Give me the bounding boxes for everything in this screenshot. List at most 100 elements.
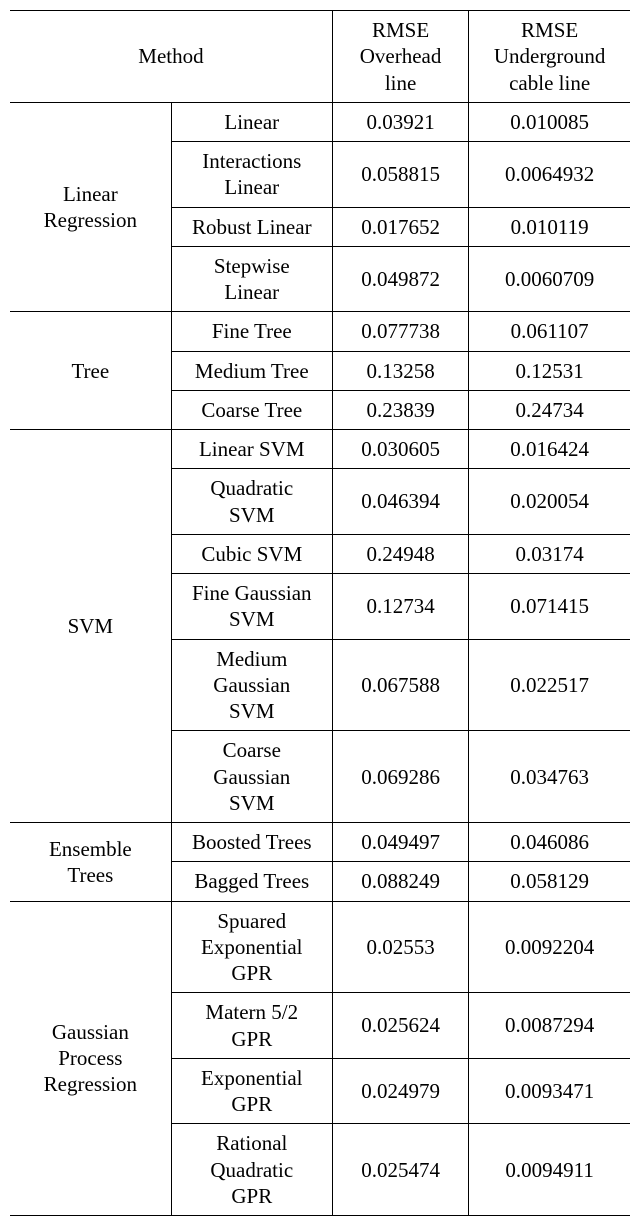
text: GPR	[231, 1184, 272, 1208]
rmse-underground: 0.010119	[469, 207, 630, 246]
text: Underground	[494, 44, 606, 68]
rmse-overhead: 0.069286	[332, 731, 468, 823]
rmse-underground: 0.010085	[469, 102, 630, 141]
method-name: Bagged Trees	[171, 862, 332, 901]
method-name: Boosted Trees	[171, 823, 332, 862]
text: line	[385, 71, 417, 95]
rmse-overhead: 0.24948	[332, 534, 468, 573]
text: Medium	[216, 647, 287, 671]
rmse-overhead: 0.058815	[332, 142, 468, 208]
group-linear-regression: LinearRegression	[10, 102, 171, 312]
rmse-overhead: 0.03921	[332, 102, 468, 141]
text: Stepwise	[214, 254, 290, 278]
text: GPR	[231, 1092, 272, 1116]
rmse-overhead: 0.030605	[332, 430, 468, 469]
rmse-overhead: 0.017652	[332, 207, 468, 246]
text: GPR	[231, 961, 272, 985]
group-ensemble: EnsembleTrees	[10, 823, 171, 902]
text: Linear	[224, 280, 279, 304]
group-tree: Tree	[10, 312, 171, 430]
rmse-underground: 0.0094911	[469, 1124, 630, 1216]
header-method: Method	[10, 11, 332, 103]
regression-results-table: Method RMSE Overhead line RMSE Undergrou…	[10, 10, 630, 1216]
method-name: Robust Linear	[171, 207, 332, 246]
text: SVM	[229, 607, 275, 631]
rmse-underground: 0.071415	[469, 574, 630, 640]
rmse-underground: 0.034763	[469, 731, 630, 823]
rmse-overhead: 0.025624	[332, 993, 468, 1059]
text: Rational	[216, 1131, 287, 1155]
rmse-overhead: 0.049497	[332, 823, 468, 862]
rmse-overhead: 0.049872	[332, 246, 468, 312]
method-name: Spuared Exponential GPR	[171, 901, 332, 993]
table-row: SVM Linear SVM 0.030605 0.016424	[10, 430, 630, 469]
text: Spuared	[217, 909, 286, 933]
text: SVM	[229, 503, 275, 527]
rmse-overhead: 0.13258	[332, 351, 468, 390]
method-name: Matern 5/2 GPR	[171, 993, 332, 1059]
rmse-underground: 0.0060709	[469, 246, 630, 312]
rmse-overhead: 0.046394	[332, 469, 468, 535]
rmse-overhead: 0.024979	[332, 1058, 468, 1124]
method-name: Interactions Linear	[171, 142, 332, 208]
text: RMSE	[372, 18, 429, 42]
table-row: EnsembleTrees Boosted Trees 0.049497 0.0…	[10, 823, 630, 862]
rmse-overhead: 0.077738	[332, 312, 468, 351]
text: Exponential	[201, 935, 302, 959]
text: Matern 5/2	[205, 1000, 298, 1024]
text: RMSE	[521, 18, 578, 42]
table-row: Tree Fine Tree 0.077738 0.061107	[10, 312, 630, 351]
rmse-underground: 0.0087294	[469, 993, 630, 1059]
rmse-underground: 0.058129	[469, 862, 630, 901]
method-name: Linear SVM	[171, 430, 332, 469]
text: Gaussian	[213, 765, 290, 789]
rmse-underground: 0.020054	[469, 469, 630, 535]
rmse-underground: 0.24734	[469, 390, 630, 429]
table-row: LinearRegression Linear 0.03921 0.010085	[10, 102, 630, 141]
text: Linear	[224, 175, 279, 199]
rmse-overhead: 0.12734	[332, 574, 468, 640]
method-name: Fine Tree	[171, 312, 332, 351]
rmse-underground: 0.046086	[469, 823, 630, 862]
rmse-overhead: 0.025474	[332, 1124, 468, 1216]
method-name: Coarse Gaussian SVM	[171, 731, 332, 823]
method-name: Quadratic SVM	[171, 469, 332, 535]
text: SVM	[229, 791, 275, 815]
header-underground: RMSE Underground cable line	[469, 11, 630, 103]
rmse-underground: 0.016424	[469, 430, 630, 469]
text: Coarse	[223, 738, 281, 762]
rmse-underground: 0.0064932	[469, 142, 630, 208]
method-name: Medium Gaussian SVM	[171, 639, 332, 731]
rmse-underground: 0.022517	[469, 639, 630, 731]
method-name: Medium Tree	[171, 351, 332, 390]
text: Exponential	[201, 1066, 302, 1090]
text: Quadratic	[210, 476, 293, 500]
header-row: Method RMSE Overhead line RMSE Undergrou…	[10, 11, 630, 103]
table-row: GaussianProcessRegression Spuared Expone…	[10, 901, 630, 993]
text: cable line	[509, 71, 590, 95]
method-name: Exponential GPR	[171, 1058, 332, 1124]
rmse-underground: 0.0093471	[469, 1058, 630, 1124]
group-gpr: GaussianProcessRegression	[10, 901, 171, 1216]
rmse-overhead: 0.067588	[332, 639, 468, 731]
text: Interactions	[202, 149, 301, 173]
text: GPR	[231, 1027, 272, 1051]
rmse-overhead: 0.02553	[332, 901, 468, 993]
method-name: Linear	[171, 102, 332, 141]
method-name: Rational Quadratic GPR	[171, 1124, 332, 1216]
method-name: Coarse Tree	[171, 390, 332, 429]
rmse-overhead: 0.23839	[332, 390, 468, 429]
rmse-overhead: 0.088249	[332, 862, 468, 901]
method-name: Stepwise Linear	[171, 246, 332, 312]
text: Gaussian	[213, 673, 290, 697]
method-name: Cubic SVM	[171, 534, 332, 573]
text: Overhead	[360, 44, 442, 68]
rmse-underground: 0.03174	[469, 534, 630, 573]
text: Quadratic	[210, 1158, 293, 1182]
header-overhead: RMSE Overhead line	[332, 11, 468, 103]
rmse-underground: 0.061107	[469, 312, 630, 351]
text: SVM	[229, 699, 275, 723]
method-name: Fine Gaussian SVM	[171, 574, 332, 640]
group-svm: SVM	[10, 430, 171, 823]
rmse-underground: 0.0092204	[469, 901, 630, 993]
